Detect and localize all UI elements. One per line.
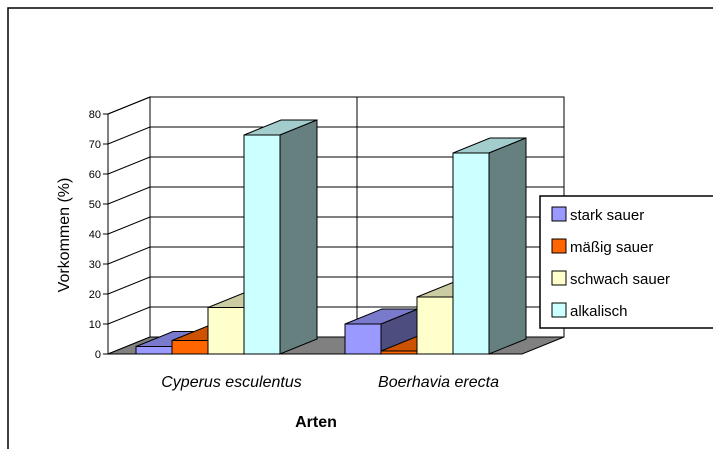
legend-swatch	[551, 238, 567, 254]
gridline	[107, 96, 564, 115]
y-tick-label: 80	[89, 109, 101, 121]
y-tick-labels: 0 10 20 30 40 50 60 70 80	[89, 109, 101, 361]
legend-box	[539, 195, 713, 329]
bars	[135, 119, 527, 355]
y-tick-label: 70	[89, 139, 101, 151]
x-axis-title: Arten	[295, 414, 337, 431]
legend-label: alkalisch	[570, 303, 628, 320]
gridline	[107, 216, 564, 235]
y-tick-label: 30	[89, 259, 101, 271]
chart-border	[7, 7, 713, 449]
gridlines	[103, 96, 564, 355]
x-category-label: Boerhavia erecta	[378, 374, 499, 391]
legend-label: mäßig sauer	[570, 239, 653, 256]
y-tick-label: 10	[89, 319, 101, 331]
legend-swatch	[551, 206, 567, 222]
y-tick-label: 50	[89, 199, 101, 211]
bar-alkalisch-1	[243, 119, 318, 355]
y-tick-label: 40	[89, 229, 101, 241]
legend-label: schwach sauer	[570, 271, 670, 288]
y-tick-label: 60	[89, 169, 101, 181]
legend: stark sauer mäßig sauer schwach sauer alkal…	[539, 195, 713, 329]
bar-alkalisch-2	[452, 137, 527, 355]
gridline	[107, 156, 564, 175]
gridline	[107, 246, 564, 265]
legend-swatch	[551, 302, 567, 318]
y-axis-title: Vorkommen (%)	[56, 178, 73, 293]
legend-swatch	[551, 270, 567, 286]
y-tick-label: 20	[89, 289, 101, 301]
x-category-label: Cyperus esculentus	[161, 374, 302, 391]
y-tick-label: 0	[95, 349, 101, 361]
legend-label: stark sauer	[570, 207, 644, 224]
gridline	[107, 126, 564, 145]
gridline	[107, 186, 564, 205]
x-category-labels: Cyperus esculentus Boerhavia erecta	[161, 374, 499, 391]
gridline	[107, 276, 564, 295]
